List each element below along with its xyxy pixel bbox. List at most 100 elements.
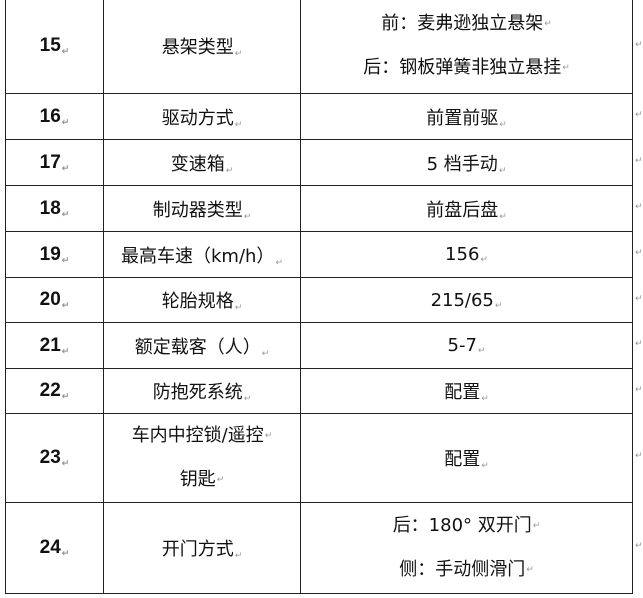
cell-text: 驱动方式 bbox=[161, 107, 234, 129]
return-mark-icon: ↵ bbox=[234, 303, 243, 313]
cell-text: 侧：手动侧滑门 bbox=[399, 559, 526, 580]
cell-text: 18 bbox=[39, 197, 61, 219]
row-number: 23↵ bbox=[5, 413, 104, 503]
return-mark-icon: ↵ bbox=[225, 165, 234, 176]
item-name: 制动器类型↵ bbox=[103, 185, 301, 232]
cell-text: 20 bbox=[39, 289, 61, 310]
cell-text: 前盘后盘 bbox=[426, 199, 499, 221]
row-end-mark-icon: ↵ bbox=[635, 248, 643, 258]
row-end-mark-icon: ↵ bbox=[635, 202, 643, 212]
return-mark-icon: ↵ bbox=[234, 119, 243, 130]
row-number: 19↵ bbox=[5, 231, 104, 278]
return-mark-icon: ↵ bbox=[481, 461, 489, 471]
item-name: 最高车速（km/h）↵ bbox=[103, 231, 301, 278]
cell-text: 后：180° 双开门 bbox=[392, 515, 532, 536]
table-row: 23↵ 车内中控锁/遥控↵ 钥匙↵ 配置↵ bbox=[5, 413, 633, 503]
item-value: 前盘后盘↵ bbox=[300, 185, 633, 232]
cell-text: 额定载客（人） bbox=[134, 336, 261, 358]
return-mark-icon: ↵ bbox=[234, 49, 243, 59]
cell-text: 配置 bbox=[444, 449, 481, 470]
return-mark-icon: ↵ bbox=[61, 46, 70, 56]
return-mark-icon: ↵ bbox=[526, 565, 534, 575]
cell-text: 前置前驱 bbox=[426, 107, 499, 129]
cell-text: 22 bbox=[39, 380, 61, 401]
row-end-mark-icon: ↵ bbox=[635, 451, 643, 461]
table-row: 22↵ 防抱死系统↵ 配置↵ bbox=[5, 368, 633, 414]
return-mark-icon: ↵ bbox=[61, 254, 70, 265]
item-name: 开门方式↵ bbox=[103, 502, 301, 594]
item-value: 前：麦弗逊独立悬架↵ 后：钢板弹簧非独立悬挂↵ bbox=[300, 0, 633, 94]
item-value: 前置前驱↵ bbox=[300, 93, 633, 140]
table-row: 17↵ 变速箱↵ 5 档手动↵ bbox=[5, 139, 633, 186]
row-number: 21↵ bbox=[5, 322, 104, 369]
return-mark-icon: ↵ bbox=[480, 255, 488, 265]
spec-table: 15↵ 悬架类型↵ 前：麦弗逊独立悬架↵ 后：钢板弹簧非独立悬挂↵ 16↵ 驱动方式↵ 前置… bbox=[5, 0, 633, 594]
cell-text: 钥匙 bbox=[179, 469, 216, 490]
return-mark-icon: ↵ bbox=[264, 431, 273, 441]
row-number: 20↵ bbox=[5, 277, 104, 323]
table-row: 24↵ 开门方式↵ 后：180° 双开门↵ 侧：手动侧滑门↵ bbox=[5, 502, 633, 594]
cell-text: 5-7 bbox=[447, 335, 477, 356]
row-end-mark-icon: ↵ bbox=[635, 384, 643, 395]
row-number: 17↵ bbox=[5, 139, 104, 186]
row-number: 18↵ bbox=[5, 185, 104, 232]
table-row: 15↵ 悬架类型↵ 前：麦弗逊独立悬架↵ 后：钢板弹簧非独立悬挂↵ bbox=[5, 0, 633, 94]
cell-text: 最高车速（km/h） bbox=[121, 245, 275, 267]
return-mark-icon: ↵ bbox=[243, 211, 252, 222]
return-mark-icon: ↵ bbox=[532, 521, 541, 531]
table-row: 18↵ 制动器类型↵ 前盘后盘↵ bbox=[5, 185, 633, 232]
cell-text: 16 bbox=[39, 105, 61, 127]
row-end-mark-icon: ↵ bbox=[635, 540, 643, 551]
return-mark-icon: ↵ bbox=[216, 475, 225, 485]
return-mark-icon: ↵ bbox=[243, 394, 252, 404]
return-mark-icon: ↵ bbox=[494, 300, 503, 311]
return-mark-icon: ↵ bbox=[544, 19, 552, 29]
cell-text: 配置 bbox=[444, 382, 481, 403]
item-value: 配置↵ bbox=[300, 368, 633, 414]
table-row: 16↵ 驱动方式↵ 前置前驱↵ bbox=[5, 93, 633, 140]
return-mark-icon: ↵ bbox=[499, 119, 507, 130]
return-mark-icon: ↵ bbox=[61, 208, 70, 219]
cell-text: 17 bbox=[39, 151, 61, 173]
row-number: 16↵ bbox=[5, 93, 104, 140]
row-end-mark-icon: ↵ bbox=[635, 339, 643, 349]
cell-text: 21 bbox=[39, 334, 61, 356]
item-value: 5 档手动↵ bbox=[300, 139, 633, 186]
return-mark-icon: ↵ bbox=[61, 162, 70, 173]
item-value: 156↵ bbox=[300, 231, 633, 278]
cell-text: 轮胎规格 bbox=[161, 291, 234, 312]
cell-text: 215/65 bbox=[430, 289, 494, 311]
item-name: 轮胎规格↵ bbox=[103, 277, 301, 323]
cell-text: 变速箱 bbox=[170, 153, 225, 175]
cell-text: 24 bbox=[39, 537, 61, 558]
item-value: 5-7↵ bbox=[300, 322, 633, 369]
cell-text: 19 bbox=[39, 243, 61, 265]
cell-text: 15 bbox=[39, 35, 61, 56]
cell-text: 悬架类型 bbox=[161, 37, 234, 58]
return-mark-icon: ↵ bbox=[234, 551, 243, 561]
cell-text: 车内中控锁/遥控 bbox=[131, 425, 264, 446]
return-mark-icon: ↵ bbox=[61, 458, 70, 468]
return-mark-icon: ↵ bbox=[61, 116, 70, 127]
item-name: 防抱死系统↵ bbox=[103, 368, 301, 414]
cell-text: 防抱死系统 bbox=[152, 382, 243, 403]
item-value: 215/65↵ bbox=[300, 277, 633, 323]
return-mark-icon: ↵ bbox=[562, 63, 570, 73]
return-mark-icon: ↵ bbox=[477, 346, 486, 356]
cell-text: 制动器类型 bbox=[152, 199, 243, 221]
row-number: 24↵ bbox=[5, 502, 104, 594]
cell-text: 后：钢板弹簧非独立悬挂 bbox=[363, 57, 562, 78]
cell-text: 前：麦弗逊独立悬架 bbox=[381, 13, 544, 34]
return-mark-icon: ↵ bbox=[61, 345, 70, 356]
return-mark-icon: ↵ bbox=[498, 165, 507, 176]
item-name: 变速箱↵ bbox=[103, 139, 301, 186]
return-mark-icon: ↵ bbox=[61, 548, 70, 558]
row-number: 15↵ bbox=[5, 0, 104, 94]
cell-text: 23 bbox=[39, 447, 61, 468]
row-number: 22↵ bbox=[5, 368, 104, 414]
item-name: 悬架类型↵ bbox=[103, 0, 301, 94]
item-value: 后：180° 双开门↵ 侧：手动侧滑门↵ bbox=[300, 502, 633, 594]
row-end-mark-icon: ↵ bbox=[635, 156, 643, 166]
return-mark-icon: ↵ bbox=[499, 211, 507, 222]
return-mark-icon: ↵ bbox=[275, 257, 283, 268]
